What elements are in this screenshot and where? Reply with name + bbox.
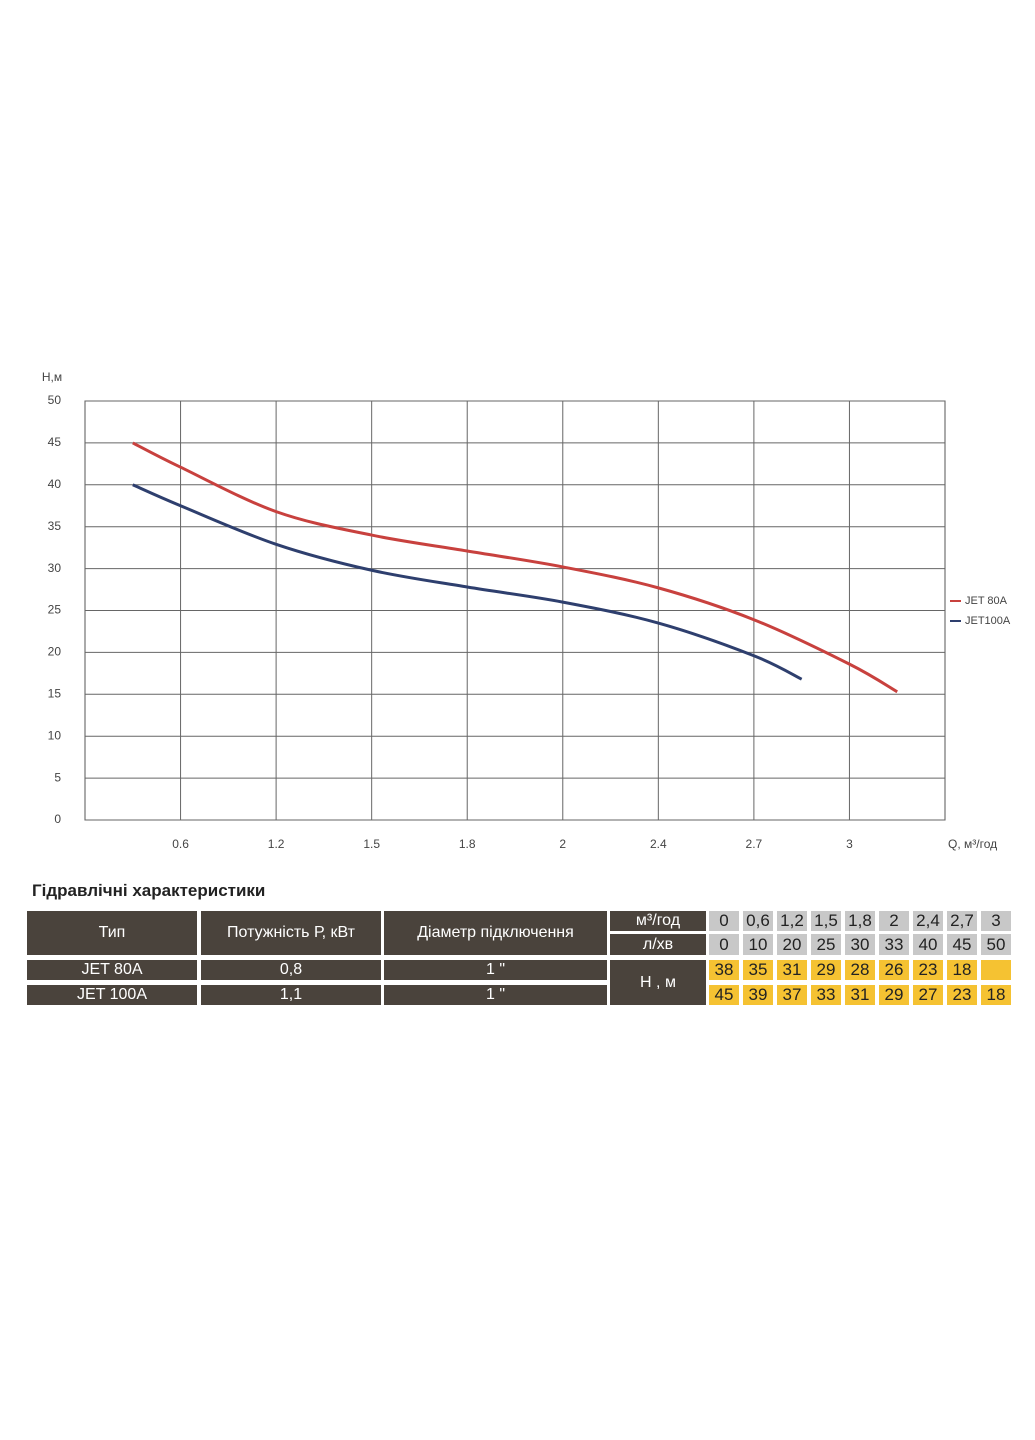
table-cell: 1 " — [384, 985, 607, 1005]
y-tick-label: 10 — [48, 728, 62, 742]
head-cell: 26 — [879, 960, 909, 980]
head-cell: 31 — [845, 985, 875, 1005]
x-tick-label: 2 — [559, 837, 566, 851]
table-cell: 1 " — [384, 960, 607, 980]
y-tick-label: 20 — [48, 645, 62, 659]
flow-cell: 1,2 — [777, 911, 807, 931]
head-cell: 18 — [947, 960, 977, 980]
table-cell: JET 80A — [27, 960, 197, 980]
head-cell: 37 — [777, 985, 807, 1005]
head-cell: 28 — [845, 960, 875, 980]
head-cell: 29 — [879, 985, 909, 1005]
head-cell: 35 — [743, 960, 773, 980]
flow-cell: 0 — [709, 911, 739, 931]
row-label: Н , м — [610, 960, 706, 1005]
legend-label: JET 80A — [965, 595, 1008, 607]
row-label: л/хв — [610, 934, 706, 955]
y-tick-label: 35 — [48, 519, 62, 533]
flow-cell: 0 — [709, 934, 739, 955]
header-cell: Потужність Р, кВт — [201, 911, 381, 955]
flow-cell: 33 — [879, 934, 909, 955]
table-cell: JET 100A — [27, 985, 197, 1005]
head-cell: 29 — [811, 960, 841, 980]
y-tick-label: 25 — [48, 603, 62, 617]
series-line — [132, 483, 803, 681]
flow-cell: 30 — [845, 934, 875, 955]
y-axis-label: Н,м — [42, 370, 62, 384]
flow-cell: 2 — [879, 911, 909, 931]
head-cell: 27 — [913, 985, 943, 1005]
y-tick-label: 15 — [48, 686, 62, 700]
flow-cell: 10 — [743, 934, 773, 955]
head-cell: 18 — [981, 985, 1011, 1005]
flow-cell: 40 — [913, 934, 943, 955]
flow-cell: 2,4 — [913, 911, 943, 931]
x-tick-label: 0.6 — [172, 837, 189, 851]
head-cell: 23 — [913, 960, 943, 980]
chart: Н,м Q, м³/год 0 5 10 15 20 25 30 35 40 45 50 0.6 1.2… — [42, 370, 1011, 851]
series-line — [132, 441, 898, 694]
y-tick-label: 45 — [48, 435, 62, 449]
flow-cell: 20 — [777, 934, 807, 955]
flow-cell: 2,7 — [947, 911, 977, 931]
header-cell: Тип — [27, 911, 197, 955]
head-cell: 45 — [709, 985, 739, 1005]
x-tick-label: 1.2 — [268, 837, 285, 851]
head-cell — [981, 960, 1011, 980]
flow-cell: 50 — [981, 934, 1011, 955]
table-cell: 1,1 — [201, 985, 381, 1005]
x-axis-label: Q, м³/год — [948, 837, 997, 851]
table-title: Гідравлічні характеристики — [32, 881, 266, 900]
x-tick-label: 2.4 — [650, 837, 667, 851]
head-cell: 31 — [777, 960, 807, 980]
flow-cell: 25 — [811, 934, 841, 955]
head-cell: 33 — [811, 985, 841, 1005]
y-tick-label: 50 — [48, 393, 62, 407]
flow-cell: 0,6 — [743, 911, 773, 931]
flow-cell: 45 — [947, 934, 977, 955]
y-tick-label: 0 — [54, 812, 61, 826]
flow-cell: 3 — [981, 911, 1011, 931]
head-cell: 23 — [947, 985, 977, 1005]
y-tick-label: 40 — [48, 477, 62, 491]
head-cell: 39 — [743, 985, 773, 1005]
x-tick-label: 3 — [846, 837, 853, 851]
table-cell: 0,8 — [201, 960, 381, 980]
head-cell: 38 — [709, 960, 739, 980]
flow-cell: 1,8 — [845, 911, 875, 931]
row-label: м³/год — [610, 911, 706, 931]
x-tick-label: 2.7 — [746, 837, 763, 851]
legend-label: JET100A — [965, 615, 1011, 627]
x-tick-label: 1.5 — [363, 837, 380, 851]
header-cell: Діаметр підключення — [384, 911, 607, 955]
flow-cell: 1,5 — [811, 911, 841, 931]
y-tick-label: 30 — [48, 561, 62, 575]
y-tick-label: 5 — [54, 770, 61, 784]
x-tick-label: 1.8 — [459, 837, 476, 851]
